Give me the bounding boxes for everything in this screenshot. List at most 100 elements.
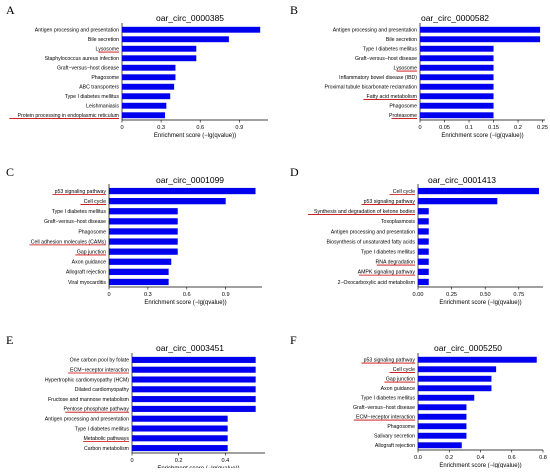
category-label: Type I diabetes mellitus <box>361 249 416 255</box>
bar <box>122 93 171 100</box>
x-tick-label: 0.4 <box>477 455 485 461</box>
bar <box>418 404 467 411</box>
bar <box>109 278 169 286</box>
category-label: Cell cycle <box>393 367 415 373</box>
bar <box>418 394 475 401</box>
bar <box>132 415 228 422</box>
chart-title: oar_circ_0003451 <box>156 343 224 353</box>
x-tick-label: 0.6 <box>183 292 191 298</box>
category-label: Lysosome <box>394 66 418 72</box>
category-label: Leishmaniasis <box>86 104 119 110</box>
bar <box>418 248 429 255</box>
chart-title: oar_circ_0000385 <box>156 13 224 23</box>
bar <box>132 405 256 412</box>
bar <box>420 102 494 109</box>
category-label: Type I diabetes mellitus <box>75 426 130 432</box>
bar <box>122 64 176 71</box>
x-tick-label: 0.2 <box>175 458 183 464</box>
category-label: ABC transporters <box>79 85 119 91</box>
category-label: Fructose and mannose metabolism <box>48 397 129 403</box>
category-label: p53 signaling pathway <box>55 189 107 195</box>
x-tick-label: 0 <box>418 125 421 131</box>
x-tick-label: 0.50 <box>480 292 491 298</box>
panel-label: D <box>290 165 299 179</box>
bar <box>109 198 226 205</box>
bar <box>418 208 429 215</box>
x-tick-label: 0.9 <box>235 125 243 131</box>
bar <box>109 218 178 225</box>
category-label: Protein processing in endoplasmic reticu… <box>18 113 120 119</box>
category-label: Phagosome <box>389 104 417 110</box>
category-label: Biosynthesis of unsaturated fatty acids <box>326 239 415 245</box>
bar <box>109 228 178 235</box>
x-tick-label: 0.00 <box>413 292 424 298</box>
panel-label: C <box>6 165 14 179</box>
category-label: ECM−receptor interaction <box>70 368 129 374</box>
category-label: One carbon pool by folate <box>70 358 130 364</box>
bar <box>420 26 541 33</box>
category-label: Graft−versus−host disease <box>57 66 119 72</box>
category-label: Graft−versus−host disease <box>44 219 106 225</box>
category-label: Dilated cardiomyopathy <box>75 387 130 393</box>
bar <box>418 366 497 373</box>
bar <box>122 102 167 109</box>
category-label: Viral myocarditis <box>68 280 106 286</box>
bar <box>418 198 498 205</box>
category-label: Proteasome <box>389 113 417 119</box>
x-tick-label: 0.6 <box>508 455 516 461</box>
category-label: Salivary secretion <box>374 434 415 440</box>
panel-label: B <box>290 3 298 17</box>
bar <box>418 187 539 195</box>
category-label: Bile secretion <box>88 37 119 43</box>
x-tick-label: 0.05 <box>439 125 450 131</box>
bar <box>132 356 256 363</box>
bar <box>420 55 494 62</box>
x-tick-label: 0.3 <box>144 292 152 298</box>
x-axis-label: Enrichment score (−lg(qvalue)) <box>441 133 523 139</box>
x-axis-label: Enrichment score (−lg(qvalue)) <box>144 300 226 306</box>
bar <box>122 45 197 52</box>
x-tick-label: 0.25 <box>446 292 457 298</box>
bar <box>418 228 429 235</box>
category-label: Antigen processing and presentation <box>35 28 119 34</box>
bar <box>132 376 256 383</box>
bar <box>418 432 467 439</box>
category-label: Axon guidance <box>72 260 106 266</box>
category-label: Allograft rejection <box>66 270 106 276</box>
bar <box>418 218 429 225</box>
x-tick-label: 0.8 <box>539 455 547 461</box>
x-axis-label: Enrichment score (−lg(qvalue)) <box>439 463 521 468</box>
bar <box>418 442 462 449</box>
x-tick-label: 0 <box>120 125 123 131</box>
bar <box>418 268 429 275</box>
panel-label: A <box>6 3 15 17</box>
bar <box>109 238 178 245</box>
category-label: Pentose phosphate pathway <box>64 407 130 413</box>
x-tick-label: 0.3 <box>157 125 165 131</box>
x-tick-label: 0.2 <box>445 455 453 461</box>
category-label: Lysosome <box>96 47 120 53</box>
category-label: Phagosome <box>91 75 119 81</box>
x-tick-label: 0 <box>107 292 110 298</box>
category-label: Antigen processing and presentation <box>333 28 417 34</box>
category-label: Synthesis and degradation of ketone bodi… <box>314 209 415 215</box>
bar <box>132 435 228 442</box>
category-label: Type I diabetes mellitus <box>65 94 120 100</box>
bar <box>122 26 261 33</box>
bar <box>132 386 256 393</box>
bar <box>122 74 176 81</box>
category-label: Carbon metabolism <box>84 446 129 452</box>
x-tick-label: 0 <box>130 458 133 464</box>
category-label: Cell cycle <box>84 199 106 205</box>
bar <box>109 187 256 195</box>
bar <box>122 55 197 62</box>
category-label: Toxoplasmosis <box>381 219 415 225</box>
bar <box>132 445 228 452</box>
bar <box>122 112 166 119</box>
bar <box>420 93 494 100</box>
category-label: Antigen processing and presentation <box>331 229 415 235</box>
category-label: Gap junction <box>77 249 106 255</box>
bar <box>122 83 175 90</box>
